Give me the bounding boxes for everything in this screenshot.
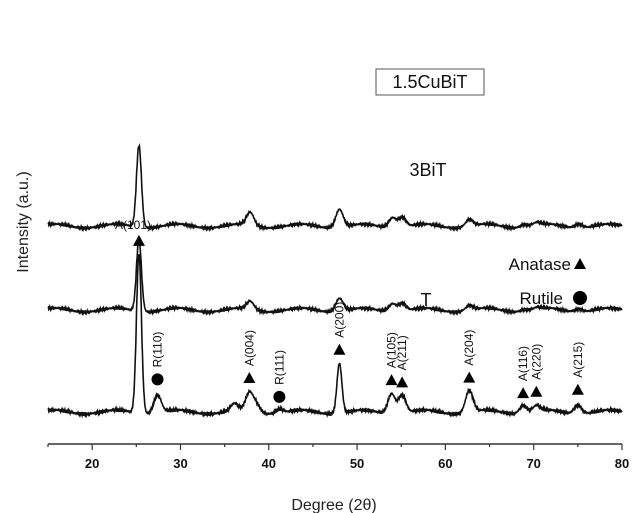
legend-label-anatase: Anatase [509,255,571,274]
anatase-marker-a211 [396,376,409,388]
sample-label-3bit: 3BiT [409,160,446,180]
peak-label-a101: A(101) [115,218,151,232]
x-tick-label-20: 20 [85,456,99,471]
y-axis-title: Intensity (a.u.) [15,171,32,272]
legend-marker-rutile [573,291,587,305]
legend: Anatase Rutile [509,255,587,308]
series-t-line [47,253,623,419]
peak-label-r111: R(111) [272,350,286,385]
sample-label-1-5cubit: 1.5CuBiT [392,72,467,92]
series-1-5cubit-line [47,236,623,317]
legend-label-rutile: Rutile [520,289,563,308]
rutile-marker-r111 [273,390,286,403]
sample-label-box-1-5cubit [375,68,485,96]
anatase-marker-a004 [243,372,256,384]
x-tick-label-70: 70 [526,456,540,471]
anatase-marker-a215 [571,383,584,395]
anatase-marker-a116 [517,387,530,399]
rutile-marker-r110 [151,373,164,386]
x-axis-title: Degree (2θ) [291,497,376,513]
peak-label-a116: A(116) [516,346,530,381]
x-tick-label-30: 30 [173,456,187,471]
peak-label-a004: A(004) [242,330,256,366]
x-tick-label-80: 80 [615,456,629,471]
series-3bit-line [47,142,623,233]
anatase-marker-a220 [530,385,543,397]
x-tick-label-60: 60 [438,456,452,471]
x-axis: 20 30 40 50 60 70 80 [47,443,629,471]
series-layer [47,142,623,419]
peak-label-a211: A(211) [395,335,409,370]
anatase-marker-a105 [385,374,398,386]
peak-label-r110: R(110) [151,332,165,368]
sample-label-t: T [421,290,432,310]
x-tick-label-40: 40 [262,456,276,471]
peak-label-a200: A(200) [332,302,346,338]
peak-label-a215: A(215) [571,342,585,378]
peak-label-a204: A(204) [462,330,476,366]
x-tick-label-50: 50 [350,456,364,471]
anatase-marker-a204 [463,371,476,383]
anatase-marker-a200 [333,343,346,355]
anatase-marker-a101 [132,234,145,246]
legend-marker-anatase [574,258,586,269]
peak-label-a105: A(105) [385,332,399,368]
annotations-layer: A(101)R(110) A(004)R(111)A(200)A(105)A(21… [115,68,585,403]
peak-label-a220: A(220) [529,344,543,380]
